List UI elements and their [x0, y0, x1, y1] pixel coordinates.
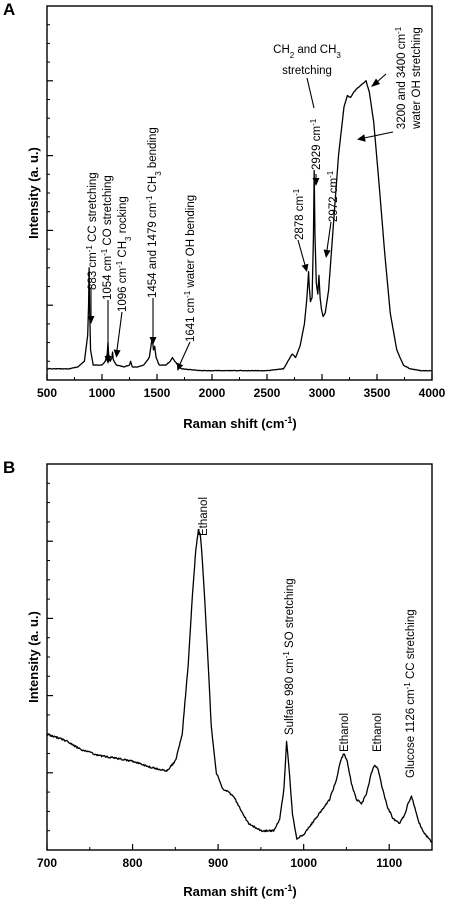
panel-a-y-axis-label: Intensity (a. u.) — [26, 147, 41, 239]
panel-b-x-tick-label: 1100 — [376, 856, 402, 870]
annotation-oh-stretching-line2: water OH stretching — [411, 27, 423, 130]
arrowhead-1096 — [113, 349, 121, 358]
annotation-ethanol-880: Ethanol — [198, 497, 210, 536]
panel-a-x-tick-label: 4000 — [419, 386, 446, 400]
panel-b-y-axis-label: Intensity (a. u.) — [26, 611, 41, 703]
annotation-ethanol-1047: Ethanol — [339, 713, 351, 752]
arrowhead-oh-3400 — [371, 78, 380, 87]
annotation-1454-1479: 1454 and 1479 cm-1 CH3 bending — [145, 127, 163, 298]
annotation-2878: 2878 cm-1 — [292, 188, 307, 240]
arrowhead-1454 — [149, 337, 157, 345]
panel-b-x-tick-label: 900 — [208, 856, 228, 870]
panel-b-letter: B — [3, 458, 15, 477]
arrowhead-1054 — [104, 356, 112, 364]
arrowhead-883 — [87, 316, 95, 324]
panel-a-x-tick-label: 1000 — [89, 386, 116, 400]
arrow-1096 — [116, 311, 123, 351]
panel-b: B 700 800 900 1000 1100 Intensity (a. u.) Ra… — [3, 458, 433, 899]
annotation-1096: 1096 cm-1 CH3 rocking — [115, 196, 133, 312]
annotation-ethanol-1085: Ethanol — [372, 713, 384, 752]
arrow-oh-3400 — [376, 73, 387, 83]
panel-a: A 500 1000 1500 2000 2500 3000 3500 4000 Intens… — [3, 0, 446, 431]
annotation-2929: 2929 cm-1 — [309, 118, 324, 170]
panel-a-ticks — [46, 24, 433, 380]
annotation-1641: 1641 cm-1 water OH bending — [183, 195, 198, 342]
arrow-2878 — [297, 239, 306, 266]
arrow-1641 — [179, 341, 191, 365]
panel-b-x-tick-label: 700 — [37, 856, 57, 870]
arrowhead-oh-3200 — [357, 134, 366, 142]
annotation-sulfate-980: Sulfate 980 cm-1 SO stretching — [282, 578, 297, 735]
annotation-1054: 1054 cm-1 CO stretching — [100, 175, 115, 300]
panel-b-ticks — [46, 482, 390, 850]
panel-b-x-tick-label: 800 — [123, 856, 143, 870]
arrow-oh-3200 — [363, 131, 394, 139]
annotation-glucose-1126: Glucose 1126 cm-1 CC stretching — [403, 609, 418, 778]
panel-a-x-tick-label: 3500 — [364, 386, 391, 400]
panel-b-tick-labels: 700 800 900 1000 1100 — [37, 856, 403, 870]
annotation-883: 883 cm-1 CC stretching — [85, 172, 100, 290]
panel-a-x-tick-label: 2500 — [254, 386, 281, 400]
annotation-ch-stretching-line2: stretching — [282, 65, 332, 77]
panel-a-x-tick-label: 3000 — [309, 386, 336, 400]
panel-a-arrows — [87, 73, 394, 371]
annotation-oh-stretching: 3200 and 3400 cm-1 — [394, 26, 409, 129]
annotation-2972: 2972 cm-1 — [326, 170, 341, 222]
arrowhead-2929 — [312, 178, 320, 186]
arrowhead-1641 — [176, 362, 184, 371]
annotation-ch-stretching: CH2 and CH3 — [273, 44, 341, 60]
panel-b-frame — [46, 463, 433, 851]
arrow-2972 — [326, 221, 332, 251]
panel-a-x-tick-label: 2000 — [199, 386, 226, 400]
panel-a-tick-labels: 500 1000 1500 2000 2500 3000 3500 4000 — [37, 386, 446, 400]
panel-b-x-tick-label: 1000 — [290, 856, 317, 870]
arrowhead-2878 — [301, 263, 309, 272]
arrowhead-2972 — [323, 249, 331, 258]
arrow-ch-stretching — [306, 77, 315, 109]
panel-a-x-axis-label: Raman shift (cm-1) — [183, 415, 297, 431]
panel-b-spectrum-line — [46, 528, 433, 843]
panel-a-letter: A — [3, 0, 15, 19]
panel-b-x-axis-label: Raman shift (cm-1) — [183, 883, 297, 899]
panel-a-x-tick-label: 1500 — [144, 386, 171, 400]
panel-a-x-tick-label: 500 — [37, 386, 57, 400]
